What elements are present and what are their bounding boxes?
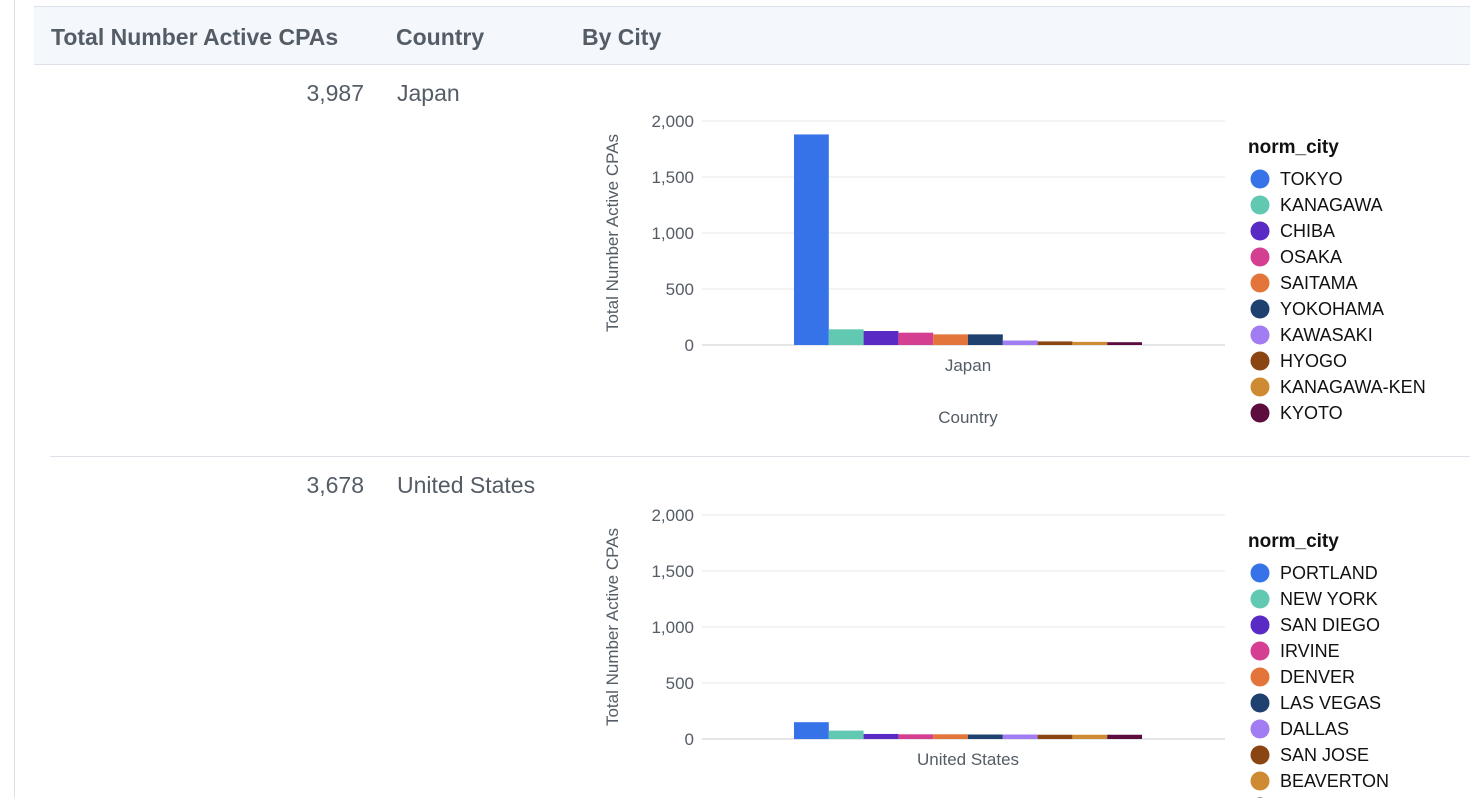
legend-swatch bbox=[1250, 719, 1270, 739]
legend-label: SAN JOSE bbox=[1280, 745, 1369, 765]
x-tick-label: Japan bbox=[945, 356, 991, 375]
bar-chart-japan: 0 500 1,000 1,500 2,000 Japan Country Total Num… bbox=[603, 112, 1426, 427]
legend-swatch bbox=[1250, 693, 1270, 713]
legend-swatch bbox=[1250, 221, 1270, 241]
bar-san-jose bbox=[1037, 734, 1073, 739]
table-header: Total Number Active CPAs Country By City bbox=[34, 7, 1470, 65]
y-tick-label: 1,000 bbox=[651, 224, 694, 243]
bar-osaka bbox=[898, 332, 934, 345]
legend-label: IRVINE bbox=[1280, 641, 1340, 661]
legend-label: HYOGO bbox=[1280, 351, 1347, 371]
legend-swatch bbox=[1250, 299, 1270, 319]
legend-title: norm_city bbox=[1248, 137, 1339, 158]
country-cell: United States bbox=[397, 472, 536, 498]
y-tick-label: 1,500 bbox=[651, 562, 694, 581]
y-tick-label: 1,500 bbox=[651, 168, 694, 187]
legend-swatch bbox=[1250, 641, 1270, 661]
bar-chiba bbox=[863, 331, 899, 345]
legend-label: SAITAMA bbox=[1280, 273, 1358, 293]
legend-swatch bbox=[1250, 273, 1270, 293]
legend-swatch bbox=[1250, 589, 1270, 609]
bar-kyoto bbox=[1107, 342, 1142, 345]
bar-kanagawa bbox=[828, 329, 864, 345]
legend-label: PORTLAND bbox=[1280, 563, 1378, 583]
bar-hyogo bbox=[1037, 341, 1073, 345]
row-divider bbox=[50, 456, 1470, 457]
column-header-country[interactable]: Country bbox=[396, 24, 485, 50]
bar-series-9 bbox=[1107, 734, 1142, 739]
table-top-border bbox=[34, 6, 1470, 7]
legend-swatch bbox=[1250, 771, 1270, 791]
legend-label: CHIBA bbox=[1280, 221, 1335, 241]
legend-label: DALLAS bbox=[1280, 719, 1349, 739]
legend-label: KANAGAWA-KEN bbox=[1280, 377, 1426, 397]
legend-label: SAN DIEGO bbox=[1280, 615, 1380, 635]
y-tick-label: 500 bbox=[666, 674, 694, 693]
y-axis-title: Total Number Active CPAs bbox=[603, 134, 622, 332]
legend-label: OSAKA bbox=[1280, 247, 1342, 267]
column-header-total[interactable]: Total Number Active CPAs bbox=[51, 24, 339, 50]
total-count-cell: 3,678 bbox=[306, 472, 364, 498]
legend-label: NEW YORK bbox=[1280, 589, 1378, 609]
x-tick-label: United States bbox=[917, 750, 1019, 769]
y-tick-label: 1,000 bbox=[651, 618, 694, 637]
y-tick-label: 0 bbox=[685, 730, 694, 749]
legend-swatch bbox=[1250, 325, 1270, 345]
bar-las-vegas bbox=[968, 734, 1003, 739]
bar-beaverton bbox=[1072, 734, 1108, 739]
y-axis-title: Total Number Active CPAs bbox=[603, 528, 622, 726]
y-tick-label: 2,000 bbox=[651, 506, 694, 525]
legend-label: KAWASAKI bbox=[1280, 325, 1373, 345]
y-tick-label: 0 bbox=[685, 336, 694, 355]
bar-chart-united-states: 0 500 1,000 1,500 2,000 United States Total Nu… bbox=[603, 506, 1389, 798]
country-cell: Japan bbox=[397, 80, 460, 106]
legend-swatch bbox=[1250, 247, 1270, 267]
legend-label: BEAVERTON bbox=[1280, 771, 1389, 791]
bar-denver bbox=[933, 734, 968, 739]
y-tick-label: 2,000 bbox=[651, 112, 694, 131]
legend-swatch bbox=[1250, 195, 1270, 215]
legend-label: LAS VEGAS bbox=[1280, 693, 1381, 713]
legend-label: KYOTO bbox=[1280, 403, 1343, 423]
total-count-cell: 3,987 bbox=[306, 80, 364, 106]
bar-saitama bbox=[933, 334, 968, 345]
legend-title: norm_city bbox=[1248, 531, 1339, 552]
legend-swatch bbox=[1250, 377, 1270, 397]
column-header-by-city[interactable]: By City bbox=[582, 24, 662, 50]
legend-swatch bbox=[1250, 615, 1270, 635]
bar-kanagawa-ken bbox=[1072, 341, 1108, 345]
legend-swatch bbox=[1250, 563, 1270, 583]
legend-swatch bbox=[1250, 667, 1270, 687]
bar-kawasaki bbox=[1002, 340, 1038, 345]
legend-swatch bbox=[1250, 745, 1270, 765]
bar-san-diego bbox=[863, 733, 899, 739]
bar-portland bbox=[794, 722, 829, 739]
legend-label: TOKYO bbox=[1280, 169, 1343, 189]
bar-irvine bbox=[898, 734, 934, 739]
table-left-border bbox=[14, 0, 15, 798]
bar-yokohama bbox=[968, 334, 1003, 345]
bar-tokyo bbox=[794, 134, 829, 345]
bar-dallas bbox=[1002, 734, 1038, 739]
bar-new-york bbox=[828, 730, 864, 739]
legend-swatch bbox=[1250, 169, 1270, 189]
legend-swatch bbox=[1250, 351, 1270, 371]
y-tick-label: 500 bbox=[666, 280, 694, 299]
legend-swatch bbox=[1250, 403, 1270, 423]
legend-label: KANAGAWA bbox=[1280, 195, 1383, 215]
x-axis-title: Country bbox=[938, 408, 998, 427]
legend-label: YOKOHAMA bbox=[1280, 299, 1384, 319]
legend-label: DENVER bbox=[1280, 667, 1355, 687]
